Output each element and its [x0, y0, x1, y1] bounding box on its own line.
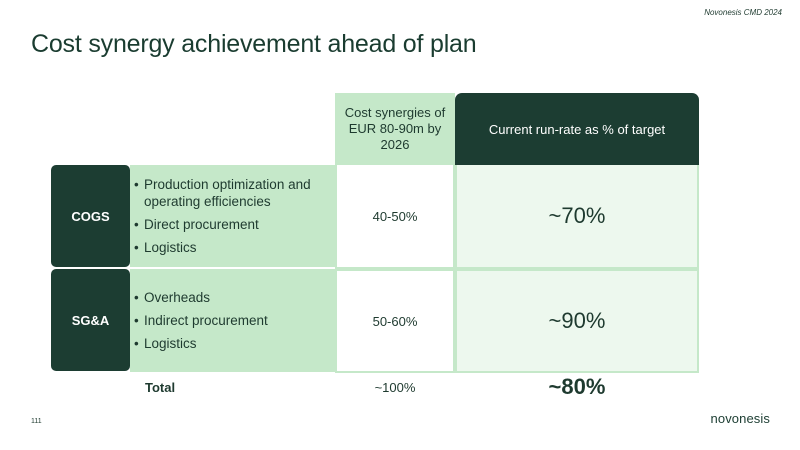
page-number: 111: [31, 418, 42, 425]
cogs-synergies-cell: 40-50%: [337, 165, 453, 267]
cogs-runrate-cell: ~70%: [457, 165, 697, 267]
sga-runrate-value: ~90%: [548, 308, 606, 333]
list-item: • Logistics: [134, 239, 335, 256]
list-item: • Indirect procurement: [134, 312, 335, 329]
bullet-icon: •: [134, 240, 139, 255]
list-item-text: Logistics: [144, 240, 197, 255]
list-item-text: Logistics: [144, 336, 197, 351]
list-item-text: Overheads: [144, 290, 211, 305]
bullet-icon: •: [134, 290, 139, 305]
bullet-icon: •: [134, 336, 139, 351]
list-item: • Overheads: [134, 289, 335, 306]
row-label-sga: SG&A: [51, 269, 130, 371]
bullet-icon: •: [134, 177, 139, 192]
bullet-icon: •: [134, 313, 139, 328]
event-tag: Novonesis CMD 2024: [704, 8, 782, 17]
column-header-runrate: Current run-rate as % of target: [455, 93, 699, 165]
row-label-cogs-text: COGS: [71, 208, 110, 224]
list-item-text: Direct procurement: [144, 217, 259, 232]
total-synergies-value: ~100%: [374, 380, 416, 395]
row-label-sga-text: SG&A: [71, 312, 110, 328]
list-item: • Production optimization and operating e…: [134, 176, 335, 210]
column-header-synergies-text: Cost synergies of EUR 80-90m by 2026: [344, 105, 446, 152]
novonesis-logo: novonesis: [710, 411, 770, 426]
list-item-text: Indirect procurement: [144, 313, 268, 328]
sga-runrate-cell: ~90%: [457, 271, 697, 371]
cogs-synergies-value: 40-50%: [372, 208, 418, 224]
sga-synergies-cell: 50-60%: [337, 271, 453, 371]
sga-synergies-value: 50-60%: [372, 313, 418, 329]
list-item-text: Production optimization and operating ef…: [144, 177, 311, 209]
row-label-cogs: COGS: [51, 165, 130, 267]
slide-title: Cost synergy achievement ahead of plan: [31, 30, 477, 58]
list-item: • Direct procurement: [134, 216, 335, 233]
total-label: Total: [145, 380, 176, 395]
column-header-synergies: Cost synergies of EUR 80-90m by 2026: [335, 93, 455, 165]
list-item: • Logistics: [134, 335, 335, 352]
sga-items-list: • Overheads • Indirect procurement • Logist…: [130, 269, 335, 372]
cogs-runrate-value: ~70%: [548, 203, 606, 228]
cogs-items-list: • Production optimization and operating e…: [130, 165, 335, 269]
bullet-icon: •: [134, 217, 139, 232]
total-runrate-value: ~80%: [548, 374, 606, 399]
column-header-runrate-text: Current run-rate as % of target: [488, 121, 666, 137]
